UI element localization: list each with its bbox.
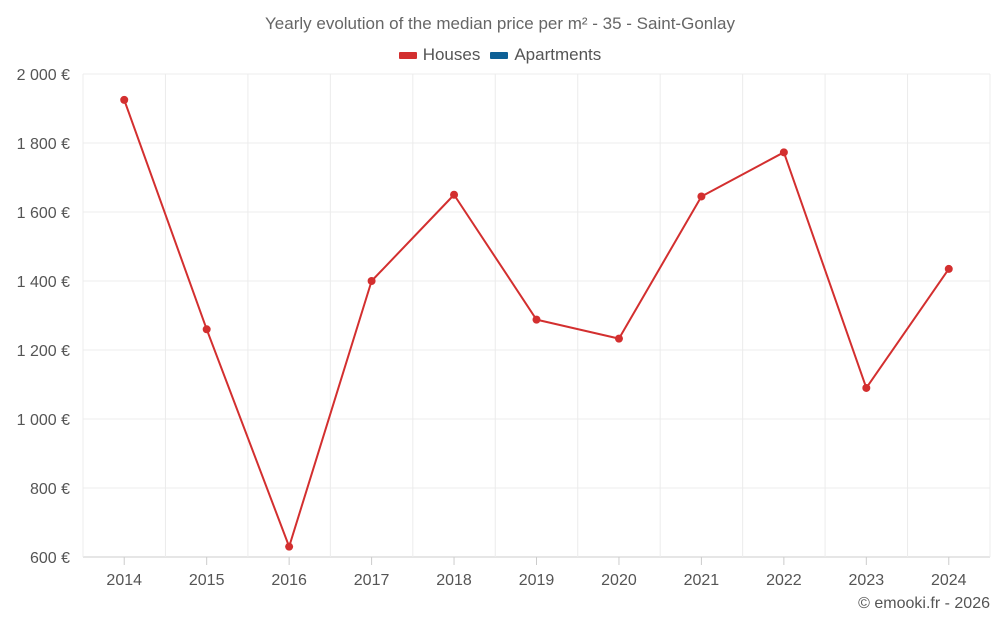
x-tick-label: 2015 bbox=[189, 572, 225, 589]
legend: Houses Apartments bbox=[0, 45, 1000, 65]
data-point-houses-2018 bbox=[450, 190, 459, 199]
x-tick-label: 2016 bbox=[271, 572, 307, 589]
y-tick-label: 1 600 € bbox=[17, 205, 70, 222]
x-tick-label: 2023 bbox=[849, 572, 885, 589]
y-tick-label: 1 800 € bbox=[17, 136, 70, 153]
data-point-houses-2024 bbox=[944, 264, 953, 273]
data-point-houses-2023 bbox=[862, 383, 871, 392]
legend-label-houses: Houses bbox=[422, 45, 481, 64]
x-tick-label: 2014 bbox=[106, 572, 142, 589]
y-tick-label: 800 € bbox=[30, 481, 70, 498]
data-point-houses-2014 bbox=[120, 95, 129, 104]
y-tick-label: 1 400 € bbox=[17, 274, 70, 291]
legend-swatch-apartments bbox=[490, 51, 509, 59]
chart-title: Yearly evolution of the median price per… bbox=[265, 14, 735, 33]
legend-item-apartments[interactable]: Apartments bbox=[490, 45, 601, 65]
x-tick-label: 2018 bbox=[436, 572, 472, 589]
data-point-houses-2019 bbox=[532, 315, 541, 324]
y-tick-label: 1 000 € bbox=[17, 412, 70, 429]
data-point-houses-2017 bbox=[367, 277, 376, 285]
y-tick-label: 1 200 € bbox=[17, 343, 70, 360]
data-point-houses-2020 bbox=[614, 334, 623, 343]
credit: © emooki.fr - 2026 bbox=[858, 595, 990, 612]
x-tick-label: 2020 bbox=[601, 572, 637, 589]
legend-label-apartments: Apartments bbox=[514, 45, 602, 64]
data-point-houses-2016 bbox=[285, 542, 294, 551]
data-point-houses-2015 bbox=[202, 325, 211, 334]
data-point-houses-2021 bbox=[697, 192, 706, 201]
legend-item-houses[interactable]: Houses bbox=[398, 45, 481, 65]
y-tick-label: 2 000 € bbox=[17, 67, 70, 84]
x-tick-label: 2022 bbox=[766, 572, 802, 589]
x-tick-label: 2019 bbox=[519, 572, 555, 589]
x-tick-label: 2024 bbox=[931, 572, 967, 589]
x-tick-label: 2017 bbox=[354, 572, 390, 589]
legend-swatch-houses bbox=[398, 51, 417, 59]
data-point-houses-2022 bbox=[779, 148, 788, 157]
y-tick-label: 600 € bbox=[30, 550, 70, 567]
x-tick-label: 2021 bbox=[684, 572, 720, 589]
